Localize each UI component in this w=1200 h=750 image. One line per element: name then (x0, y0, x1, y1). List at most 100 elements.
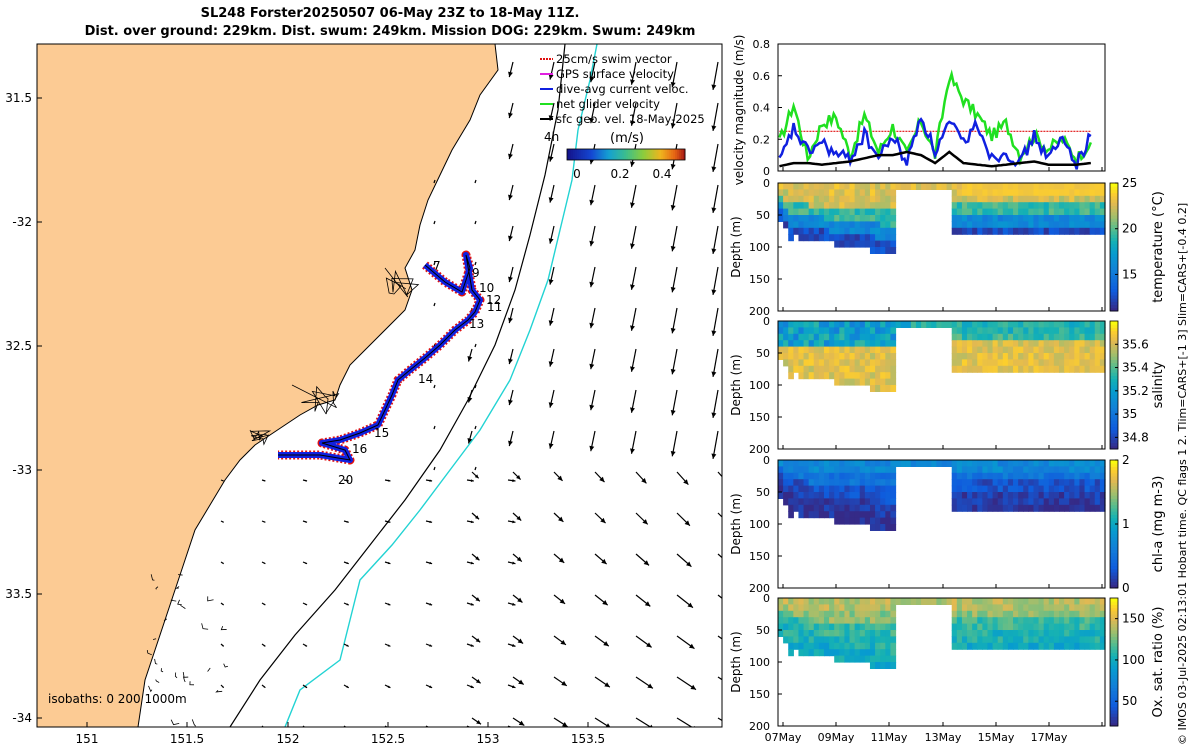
heatmap-cell (844, 460, 851, 467)
colorbar-cell (1110, 607, 1118, 612)
map-colorbar-cell (645, 149, 649, 160)
heatmap-cell (875, 195, 881, 203)
heatmap-cell (839, 240, 846, 248)
heatmap-cell (1064, 492, 1070, 499)
velocity-arrowhead (474, 222, 476, 224)
heatmap-cell (849, 498, 856, 506)
heatmap-cell (977, 340, 983, 348)
heatmap-cell (839, 372, 846, 380)
day-label-16: 16 (352, 442, 367, 456)
heatmap-cell (1053, 492, 1060, 499)
colorbar-cell (1110, 504, 1118, 509)
heatmap-cell (839, 353, 846, 360)
heatmap-cell (977, 327, 983, 335)
map-colorbar-tick: 0.4 (652, 167, 671, 181)
heatmap-cell (931, 598, 937, 605)
heatmap-cell (793, 617, 800, 625)
map-area (37, 44, 722, 727)
heatmap-cell (992, 636, 999, 644)
colorbar-cell (1110, 250, 1118, 254)
heatmap-cell (875, 227, 881, 235)
heatmap-cell (1048, 365, 1055, 373)
heatmap-cell (798, 642, 805, 650)
heatmap-cell (803, 642, 810, 650)
velocity-arrowhead (670, 286, 676, 293)
heatmap-cell (849, 655, 856, 663)
colorbar-cell (1110, 604, 1118, 609)
velocity-arrowhead (474, 474, 479, 479)
heatmap-cell (783, 636, 789, 644)
map-colorbar-cell (639, 149, 643, 160)
heatmap-cell (823, 359, 830, 367)
heatmap-cell (839, 504, 846, 512)
heatmap-cell (1013, 610, 1019, 618)
velocity-arrowhead (630, 284, 635, 290)
heatmap-cell (783, 321, 789, 328)
heatmap-cell (1084, 610, 1091, 618)
heatmap-cell (788, 208, 794, 216)
heatmap-cell (808, 630, 815, 637)
lake-outline (177, 599, 182, 606)
velocity-arrow (717, 717, 722, 722)
velocity-arrowhead (603, 641, 609, 647)
heatmap-cell (813, 479, 820, 487)
heatmap-cell (869, 327, 876, 335)
heatmap-cell (818, 365, 825, 373)
heatmap-cell (834, 604, 840, 612)
velocity-arrow (717, 594, 722, 599)
heatmap-cell (844, 511, 851, 519)
heatmap-cell (1038, 202, 1045, 210)
velocity-arrowhead (670, 81, 676, 88)
heatmap-cell (977, 365, 983, 373)
heatmap-cell (1038, 636, 1045, 644)
heatmap-cell (1059, 604, 1065, 612)
heatmap-cell (844, 472, 851, 480)
heatmap-cell (823, 472, 830, 480)
heatmap-cell (1089, 183, 1096, 190)
heatmap-cell (1002, 327, 1009, 335)
heatmap-cell (854, 623, 861, 631)
heatmap-cell (875, 498, 881, 506)
heatmap-cell (1038, 215, 1045, 222)
colorbar-cell (1110, 488, 1118, 493)
heatmap-cell (951, 466, 958, 474)
heatmap-cell (875, 385, 881, 392)
heatmap-cell (1089, 195, 1096, 203)
lake-outline (146, 650, 152, 656)
heatmap-cell (808, 327, 815, 335)
velocity-arrowhead (222, 686, 224, 688)
heatmap-cell (1038, 472, 1045, 480)
heatmap-cell (859, 492, 866, 499)
heatmap-cell (1048, 195, 1055, 203)
colorbar-cell (1110, 340, 1118, 344)
map-colorbar-cell (568, 149, 572, 160)
heatmap-cell (1069, 189, 1075, 197)
heatmap-cell (967, 617, 973, 625)
heatmap-cell (1023, 208, 1029, 216)
heatmap-cell (977, 610, 983, 618)
heatmap-cell (1048, 333, 1055, 341)
heatmap-cell (869, 524, 876, 531)
heatmap-cell (1023, 359, 1029, 367)
heatmap-cell (1053, 630, 1060, 637)
heatmap-cell (783, 340, 789, 348)
heatmap-cell (1064, 365, 1070, 373)
heatmap-cell (1094, 610, 1101, 618)
heatmap-cell (1028, 327, 1035, 335)
heatmap-cell (864, 504, 871, 512)
heatmap-cell (813, 340, 820, 348)
heatmap-cell (875, 189, 881, 197)
heatmap-cell (967, 485, 973, 493)
heatmap-cell (808, 460, 815, 467)
heatmap-cell (992, 346, 999, 354)
heatmap-cell (829, 195, 835, 203)
heatmap-cell (1023, 630, 1029, 637)
heatmap-cell (793, 333, 800, 341)
heatmap-cell (890, 604, 897, 612)
heatmap-cell (798, 183, 805, 190)
heatmap-cell (829, 234, 835, 242)
colorbar-cell (1110, 381, 1118, 386)
heatmap-cell (1023, 642, 1029, 650)
heatmap-cell (1043, 183, 1050, 190)
colorbar-cell (1110, 460, 1118, 464)
